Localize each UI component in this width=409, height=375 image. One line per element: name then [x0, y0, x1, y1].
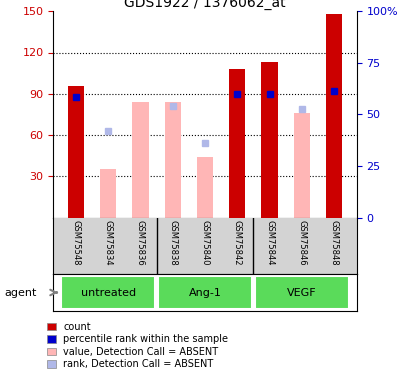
Bar — [164, 102, 180, 218]
Text: agent: agent — [4, 288, 36, 297]
Text: VEGF: VEGF — [286, 288, 316, 297]
Bar — [67, 86, 84, 218]
Bar — [254, 276, 348, 309]
Text: GSM75836: GSM75836 — [136, 220, 145, 266]
Text: GSM75840: GSM75840 — [200, 220, 209, 266]
Text: GSM75844: GSM75844 — [264, 220, 273, 266]
Bar — [293, 113, 309, 218]
Legend: count, percentile rank within the sample, value, Detection Call = ABSENT, rank, : count, percentile rank within the sample… — [46, 321, 229, 370]
Text: GSM75846: GSM75846 — [297, 220, 306, 266]
Bar — [158, 276, 251, 309]
Bar — [229, 69, 245, 218]
Bar — [132, 102, 148, 218]
Bar — [196, 157, 213, 218]
Text: GSM75834: GSM75834 — [103, 220, 112, 266]
Text: untreated: untreated — [81, 288, 135, 297]
Text: GSM75838: GSM75838 — [168, 220, 177, 266]
Bar — [61, 276, 155, 309]
Title: GDS1922 / 1376062_at: GDS1922 / 1376062_at — [124, 0, 285, 10]
Text: GSM75848: GSM75848 — [329, 220, 338, 266]
Bar — [100, 170, 116, 217]
Text: GSM75548: GSM75548 — [71, 220, 80, 266]
Text: GSM75842: GSM75842 — [232, 220, 241, 266]
Text: Ang-1: Ang-1 — [188, 288, 221, 297]
Bar — [325, 14, 342, 217]
Bar — [261, 62, 277, 217]
